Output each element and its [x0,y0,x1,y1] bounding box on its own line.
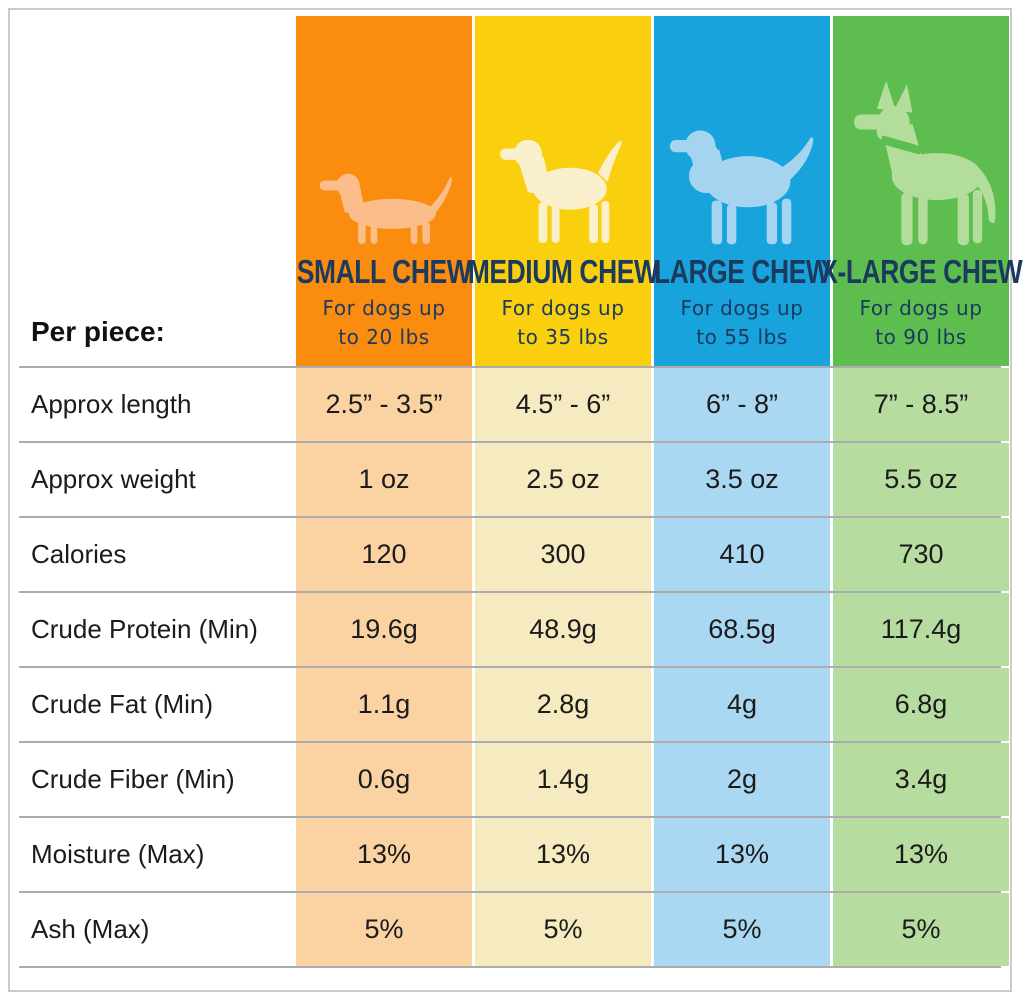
row-label: Moisture (Max) [19,818,293,891]
row-label: Ash (Max) [19,893,293,966]
cell-value: 19.6g [296,593,472,666]
subtitle-line2: to 35 lbs [517,325,609,349]
cell-value: 13% [833,818,1009,891]
cell-value: 5% [475,893,651,966]
per-piece-cell: Per piece: [19,16,293,366]
row-label: Approx weight [19,443,293,516]
cell-value: 730 [833,518,1009,591]
column-subtitle: For dogs up to 55 lbs [681,294,804,352]
beagle-icon [493,127,633,249]
row-label: Approx length [19,368,293,441]
table-row-crude-fiber: Crude Fiber (Min) 0.6g 1.4g 2g 3.4g [19,741,1009,816]
cell-value: 410 [654,518,830,591]
cell-value: 300 [475,518,651,591]
cell-value: 0.6g [296,743,472,816]
table-body: Approx length 2.5” - 3.5” 4.5” - 6” 6” -… [19,366,1009,968]
row-label: Crude Protein (Min) [19,593,293,666]
cell-value: 3.5 oz [654,443,830,516]
subtitle-line1: For dogs up [680,296,804,320]
cell-value: 2.5 oz [475,443,651,516]
column-title: SMALL CHEW [296,253,472,290]
cell-value: 1.4g [475,743,651,816]
cell-value: 5% [833,893,1009,966]
cell-value: 7” - 8.5” [833,368,1009,441]
table-row-approx-length: Approx length 2.5” - 3.5” 4.5” - 6” 6” -… [19,366,1009,441]
retriever-icon [664,115,821,249]
table-header-row: Per piece: [19,16,1022,366]
row-label: Crude Fiber (Min) [19,743,293,816]
comparison-table: Per piece: [19,16,1022,968]
dachshund-icon [313,149,455,249]
table-row-calories: Calories 120 300 410 730 [19,516,1009,591]
column-header-xlarge: X-LARGE CHEW For dogs up to 90 lbs [820,16,1022,366]
cell-value: 1.1g [296,668,472,741]
column-header-medium: MEDIUM CHEW For dogs up to 35 lbs [468,16,659,366]
table-row-moisture: Moisture (Max) 13% 13% 13% 13% [19,816,1009,891]
column-title: LARGE CHEW [653,253,831,290]
cell-value: 4g [654,668,830,741]
column-header-small: SMALL CHEW For dogs up to 20 lbs [296,16,472,366]
cell-value: 3.4g [833,743,1009,816]
cell-value: 13% [654,818,830,891]
cell-value: 5.5 oz [833,443,1009,516]
column-subtitle: For dogs up to 20 lbs [323,294,446,352]
cell-value: 13% [296,818,472,891]
cell-value: 5% [654,893,830,966]
cell-value: 6” - 8” [654,368,830,441]
row-label: Calories [19,518,293,591]
great-dane-collar [880,135,922,155]
cell-value: 1 oz [296,443,472,516]
comparison-table-frame: Per piece: [8,8,1022,992]
per-piece-label: Per piece: [31,316,165,347]
cell-value: 2g [654,743,830,816]
cell-value: 117.4g [833,593,1009,666]
cell-value: 2.8g [475,668,651,741]
subtitle-line2: to 20 lbs [338,325,430,349]
table-row-ash: Ash (Max) 5% 5% 5% 5% [19,891,1009,966]
table-row-crude-fat: Crude Fat (Min) 1.1g 2.8g 4g 6.8g [19,666,1009,741]
column-subtitle: For dogs up to 90 lbs [860,294,983,352]
column-header-large: LARGE CHEW For dogs up to 55 lbs [653,16,831,366]
subtitle-line1: For dogs up [859,296,983,320]
column-title: X-LARGE CHEW [820,253,1022,290]
row-label: Crude Fat (Min) [19,668,293,741]
column-subtitle: For dogs up to 35 lbs [502,294,625,352]
cell-value: 48.9g [475,593,651,666]
subtitle-line2: to 90 lbs [875,325,967,349]
cell-value: 4.5” - 6” [475,368,651,441]
column-title: MEDIUM CHEW [467,253,659,290]
subtitle-line1: For dogs up [501,296,625,320]
table-row-approx-weight: Approx weight 1 oz 2.5 oz 3.5 oz 5.5 oz [19,441,1009,516]
subtitle-line1: For dogs up [322,296,446,320]
cell-value: 120 [296,518,472,591]
table-row-crude-protein: Crude Protein (Min) 19.6g 48.9g 68.5g 11… [19,591,1009,666]
subtitle-line2: to 55 lbs [696,325,788,349]
great-dane-icon [839,71,1004,249]
cell-value: 5% [296,893,472,966]
cell-value: 68.5g [654,593,830,666]
cell-value: 13% [475,818,651,891]
cell-value: 6.8g [833,668,1009,741]
cell-value: 2.5” - 3.5” [296,368,472,441]
